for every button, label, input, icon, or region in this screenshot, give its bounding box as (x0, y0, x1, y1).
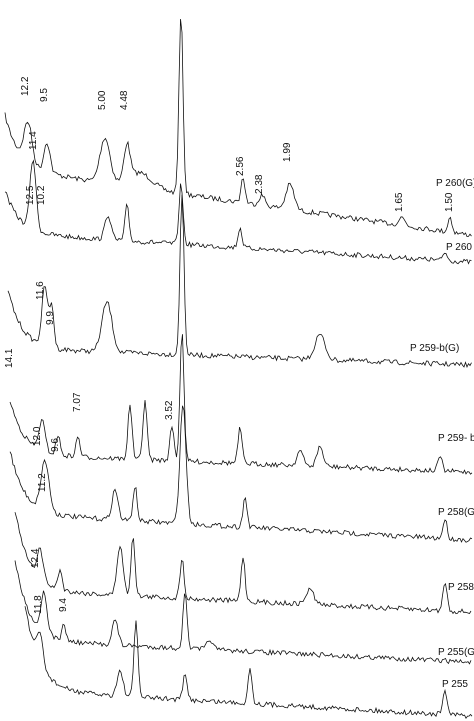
trace (9, 405, 473, 543)
trace-label: P 260(G) (436, 178, 474, 189)
peak-label: 10.2 (36, 185, 47, 205)
trace-label: P 255 (442, 679, 468, 690)
trace-label: P 259-b(G) (410, 343, 459, 354)
peak-label: 9.4 (58, 598, 69, 612)
trace (24, 606, 473, 719)
trace-label: P 258 (448, 582, 474, 593)
trace (9, 334, 473, 475)
peak-label: 11.6 (35, 281, 46, 300)
peak-label: 12.2 (20, 76, 31, 96)
peak-label: 7.07 (72, 392, 83, 412)
peak-label: 9.5 (39, 88, 50, 102)
peak-label: 9.6 (50, 438, 61, 452)
peak-label: 11.4 (28, 131, 39, 150)
trace (4, 19, 472, 238)
peak-label: 9.9 (45, 311, 56, 325)
peak-label: 11.2 (37, 473, 48, 492)
peak-label: 3.52 (164, 400, 175, 420)
trace (14, 560, 472, 665)
peak-label: 1.99 (282, 142, 293, 162)
peak-label: 12.5 (25, 185, 36, 205)
trace-label: P 259- b (438, 433, 474, 444)
peak-label: 2.38 (254, 174, 265, 194)
trace-label: P 258(G) (438, 507, 474, 518)
peak-label: 11.8 (33, 595, 44, 614)
peak-label: 1.50 (444, 192, 455, 212)
trace-label: P 260 (446, 242, 472, 253)
trace (7, 194, 472, 368)
peak-label: 1.65 (394, 192, 405, 212)
peak-label: 14.1 (4, 348, 15, 368)
trace (14, 512, 472, 615)
peak-label: 4.48 (119, 90, 130, 110)
peak-label: 5.00 (97, 90, 108, 110)
trace-label: P 255(G) (438, 647, 474, 658)
peak-label: 2.56 (235, 156, 246, 176)
trace (4, 159, 472, 265)
peak-label: 12.0 (32, 426, 43, 446)
peak-label: 12.4 (30, 548, 41, 568)
